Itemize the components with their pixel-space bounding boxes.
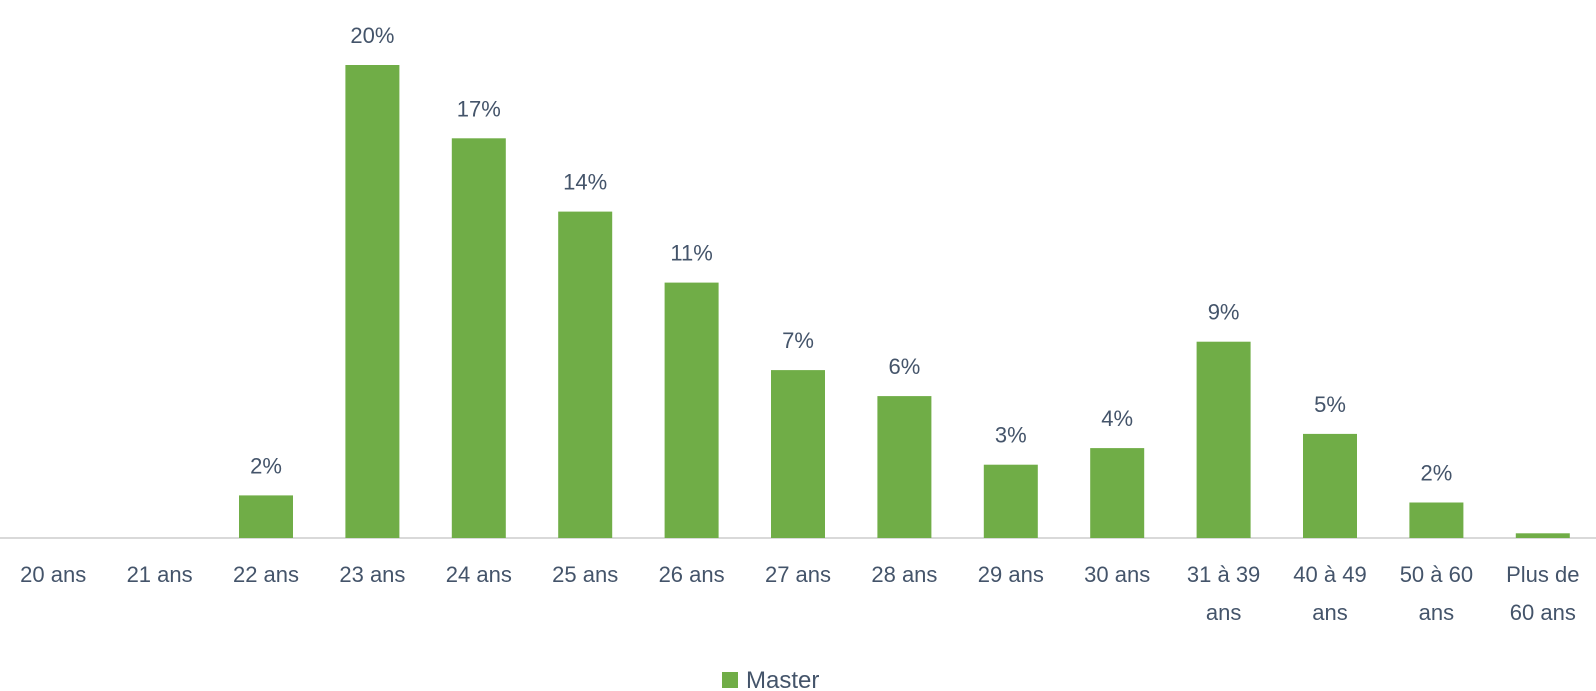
- data-label-10: 3%: [995, 423, 1027, 448]
- x-tick-label-10: 29 ans: [978, 562, 1044, 587]
- x-tick-label-5: 24 ans: [446, 562, 512, 587]
- legend: Master: [722, 667, 819, 691]
- data-label-3: 2%: [250, 453, 282, 478]
- data-label-6: 14%: [563, 170, 607, 195]
- bar-6: [558, 211, 613, 538]
- bar-10: [983, 464, 1038, 538]
- data-label-7: 11%: [670, 241, 712, 266]
- bar-13: [1303, 433, 1357, 538]
- x-tick-label-3: 22 ans: [233, 562, 299, 587]
- x-tick-label-7: 26 ans: [659, 562, 725, 587]
- data-labels-layer: 2% 20% 17% 14% 11% 7% 6% 3% 4% 9% 5% 2%: [250, 23, 1452, 486]
- x-tick-label-9: 28 ans: [871, 562, 937, 587]
- x-tick-label-12: 31 à 39 ans: [1187, 562, 1260, 625]
- x-tick-label-1: 20 ans: [20, 562, 86, 587]
- data-label-9: 6%: [889, 354, 921, 379]
- data-label-8: 7%: [782, 328, 814, 353]
- bars-layer: [239, 65, 1570, 539]
- data-label-13: 5%: [1314, 392, 1346, 417]
- data-label-14: 2%: [1421, 461, 1453, 486]
- bar-14: [1409, 502, 1464, 538]
- bar-12: [1196, 341, 1251, 538]
- x-tick-label-4: 23 ans: [339, 562, 405, 587]
- bar-15: [1515, 533, 1570, 538]
- x-tick-labels-layer: 20 ans 21 ans 22 ans 23 ans 24 ans 25 ans 26 a…: [20, 562, 1579, 625]
- x-tick-label-11: 30 ans: [1084, 562, 1150, 587]
- x-tick-label-2: 21 ans: [127, 562, 193, 587]
- bar-4: [345, 65, 400, 538]
- data-label-11: 4%: [1101, 406, 1133, 431]
- x-tick-label-13: 40 à 49 ans: [1293, 562, 1366, 625]
- legend-label-master: Master: [746, 667, 819, 691]
- legend-swatch-master: [722, 672, 738, 688]
- bar-7: [664, 282, 719, 538]
- data-label-5: 17%: [457, 96, 501, 121]
- bar-8: [771, 370, 825, 538]
- x-tick-label-6: 25 ans: [552, 562, 618, 587]
- x-tick-label-15: Plus de 60 ans: [1506, 562, 1579, 625]
- x-tick-label-14: 50 à 60 ans: [1400, 562, 1473, 625]
- data-label-12: 9%: [1208, 300, 1240, 325]
- bar-3: [239, 495, 293, 538]
- x-tick-label-8: 27 ans: [765, 562, 831, 587]
- bar-11: [1090, 448, 1145, 538]
- bar-9: [877, 396, 932, 538]
- data-label-4: 20%: [350, 23, 394, 48]
- bar-5: [451, 138, 506, 539]
